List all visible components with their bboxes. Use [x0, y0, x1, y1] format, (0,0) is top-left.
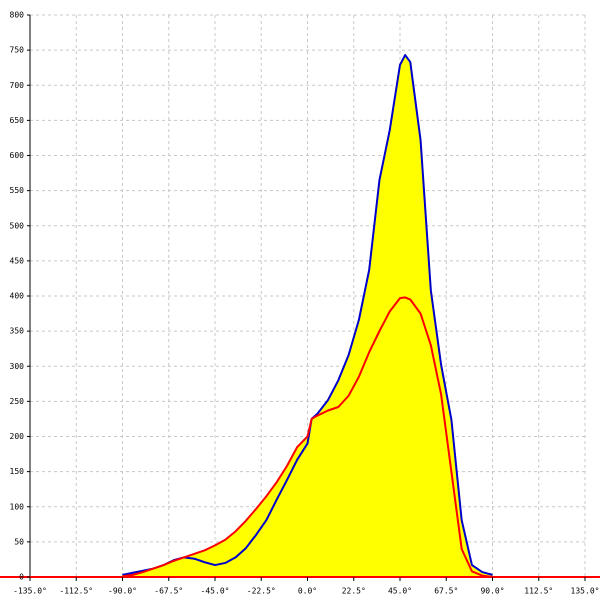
y-tick-label: 250 — [10, 397, 25, 406]
y-tick-label: 300 — [10, 362, 25, 371]
x-tick-label: -45.0° — [201, 587, 230, 596]
series-line — [122, 296, 493, 578]
x-tick-label: 112.5° — [524, 587, 553, 596]
y-tick-label: 0 — [19, 573, 24, 582]
x-tick-label: 0.0° — [298, 587, 317, 596]
x-tick-label: 90.0° — [480, 587, 504, 596]
y-tick-label: 150 — [10, 467, 25, 476]
y-tick-label: 700 — [10, 81, 25, 90]
y-tick-label: 600 — [10, 151, 25, 160]
y-tick-label: 100 — [10, 502, 25, 511]
y-tick-label: 50 — [14, 537, 24, 546]
x-tick-label: -90.0° — [108, 587, 137, 596]
y-tick-label: 350 — [10, 327, 25, 336]
y-tick-label: 800 — [10, 11, 25, 20]
x-tick-label: 67.5° — [434, 587, 458, 596]
x-tick-label: -135.0° — [13, 587, 47, 596]
y-tick-label: 750 — [10, 46, 25, 55]
x-tick-label: -112.5° — [59, 587, 93, 596]
x-tick-label: -67.5° — [154, 587, 183, 596]
y-tick-label: 550 — [10, 186, 25, 195]
x-tick-label: 135.0° — [571, 587, 600, 596]
x-tick-label: -22.5° — [247, 587, 276, 596]
y-tick-label: 200 — [10, 432, 25, 441]
y-tick-label: 650 — [10, 116, 25, 125]
y-tick-label: 500 — [10, 221, 25, 230]
x-tick-label: 45.0° — [388, 587, 412, 596]
y-tick-label: 450 — [10, 256, 25, 265]
x-tick-label: 22.5° — [342, 587, 366, 596]
y-tick-label: 400 — [10, 292, 25, 301]
